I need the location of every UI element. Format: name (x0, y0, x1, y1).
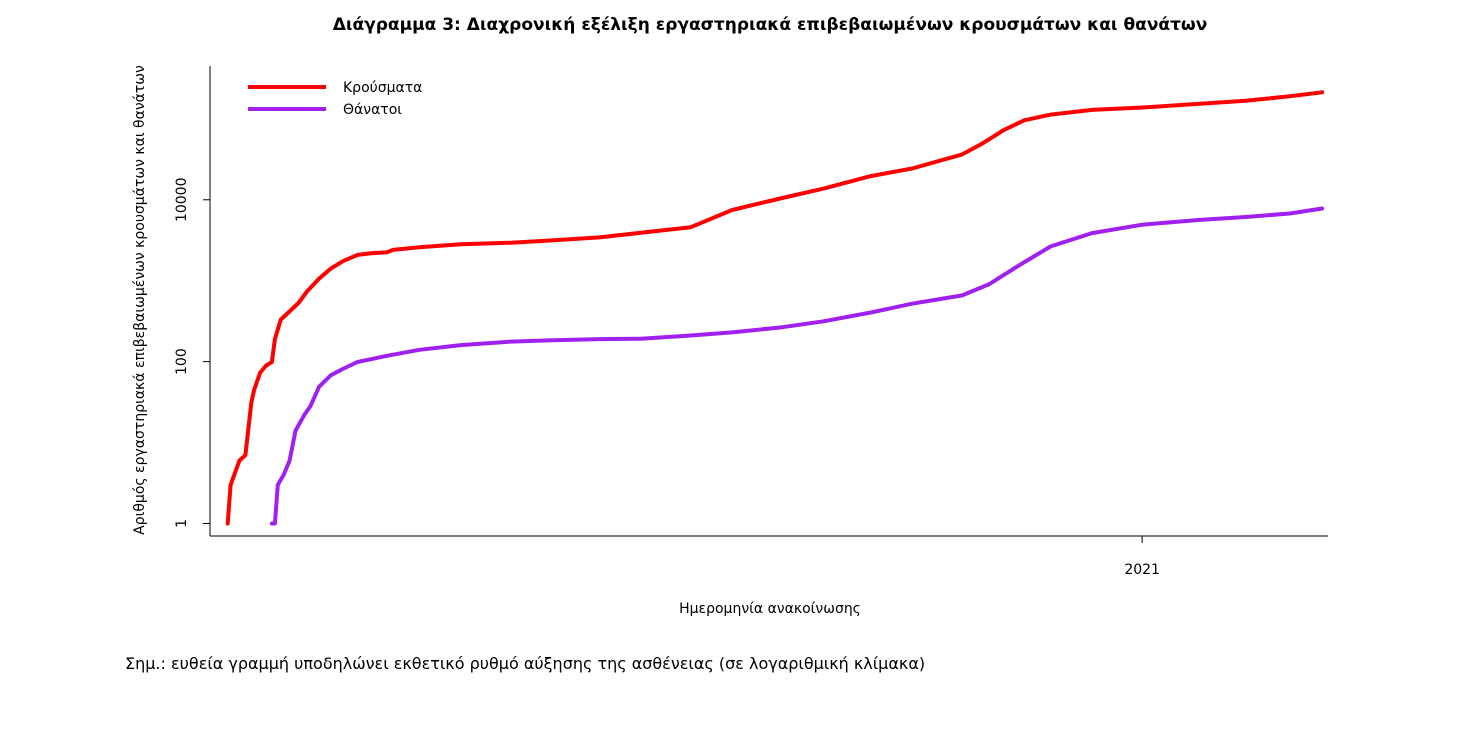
x-tick-label: 2021 (1124, 562, 1160, 578)
y-tick-label: 100 (174, 348, 190, 375)
series-layer (225, 90, 1325, 526)
y-axis-label: Αριθμός εργαστηριακά επιβεβαιωμένων κρου… (132, 65, 148, 535)
y-tick-label: 10000 (174, 178, 190, 223)
series-line-cases (225, 90, 1325, 526)
legend-label: Κρούσματα (343, 80, 422, 96)
chart-title: Διάγραμμα 3: Διαχρονική εξέλιξη εργαστηρ… (333, 15, 1208, 35)
y-tick-label: 1 (174, 519, 190, 528)
legend: Κρούσματα Θάνατοι (248, 80, 422, 118)
legend-label: Θάνατοι (343, 102, 402, 118)
x-axis-label: Ημερομηνία ανακοίνωσης (679, 601, 861, 617)
chart-note: Σημ.: ευθεία γραμμή υποδηλώνει εκθετικό … (125, 654, 926, 673)
series-line-deaths (269, 206, 1325, 526)
axes: 1 100 10000 2021 (174, 66, 1328, 578)
